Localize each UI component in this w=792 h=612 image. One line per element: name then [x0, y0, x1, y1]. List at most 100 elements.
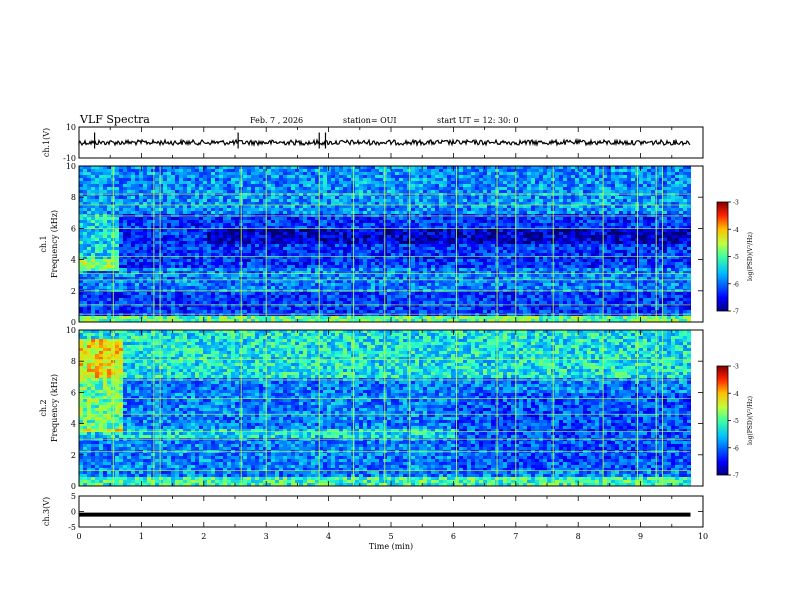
ch1-spectrogram-cell: [515, 259, 519, 262]
ch1-spectrogram-cell: [331, 208, 335, 211]
ch1-spectrogram-cell: [155, 187, 159, 190]
ch1-spectrogram-cell: [523, 199, 527, 202]
ch1-spectrogram-cell: [563, 250, 567, 253]
ch1-spectrogram-cell: [531, 202, 535, 205]
ch1-spectrogram-cell: [91, 190, 95, 193]
ch1-spectrogram-cell: [267, 232, 271, 235]
ch1-spectrogram-cell: [179, 187, 183, 190]
ch1-spectrogram-cell: [139, 223, 143, 226]
ch1-spectrogram-cell: [87, 256, 91, 259]
ch1-spectrogram-cell: [283, 226, 287, 229]
ch1-spectrogram-cell: [679, 211, 683, 214]
ch1-spectrogram-cell: [467, 211, 471, 214]
ch1-spectrogram-cell: [415, 196, 419, 199]
ch1-spectrogram-cell: [179, 181, 183, 184]
ch1-spectrogram-cell: [79, 205, 83, 208]
ch1-spectrogram-cell: [379, 253, 383, 256]
ch1-spectrogram-cell: [595, 217, 599, 220]
ch1-spectrogram-cell: [607, 199, 611, 202]
ch1-spectrogram-cell: [199, 235, 203, 238]
ch1-spectrogram-cell: [123, 211, 127, 214]
ch1-spectrogram-cell: [471, 178, 475, 181]
ch1-spectrogram-cell: [199, 253, 203, 256]
ch1-spectrogram-cell: [155, 166, 159, 169]
ch1-spectrogram-cell: [147, 220, 151, 223]
ch1-spectrogram-cell: [587, 247, 591, 250]
ch1-spectrogram-cell: [215, 241, 219, 244]
ch1-spectrogram-cell: [631, 199, 635, 202]
ch1-spectrogram-cell: [611, 187, 615, 190]
ch1-spectrogram-cell: [563, 244, 567, 247]
ch1-spectrogram-cell: [531, 259, 535, 262]
ch1-spectrogram-cell: [491, 223, 495, 226]
ch1-spectrogram-cell: [91, 208, 95, 211]
ch1-spectrogram-cell: [647, 253, 651, 256]
ch1-spectrogram-cell: [139, 196, 143, 199]
ch1-spectrogram-cell: [131, 181, 135, 184]
ch1-spectrogram-cell: [479, 250, 483, 253]
ch1-spectrogram-cell: [599, 211, 603, 214]
ch1-spectrogram-cell: [91, 196, 95, 199]
ch1-spectrogram-cell: [187, 220, 191, 223]
ch1-spectrogram-cell: [323, 169, 327, 172]
ch1-spectrogram-cell: [187, 241, 191, 244]
ch1-spectrogram-cell: [287, 220, 291, 223]
ch1-spectrogram-cell: [595, 175, 599, 178]
ch1-spectrogram-cell: [663, 214, 667, 217]
ch1-spectrogram-cell: [683, 193, 687, 196]
ch1-spectrogram-cell: [511, 202, 515, 205]
ch1-spectrogram-cell: [107, 235, 111, 238]
ch1-spectrogram-cell: [535, 217, 539, 220]
ch1-spectrogram-cell: [539, 259, 543, 262]
ch1-spectrogram-cell: [235, 217, 239, 220]
ch1-spectrogram-cell: [539, 169, 543, 172]
ch1-spectrogram-cell: [567, 187, 571, 190]
ch1-spectrogram-cell: [491, 202, 495, 205]
ch1-spectrogram-cell: [591, 166, 595, 169]
ch1-spectrogram-cell: [563, 259, 567, 262]
ch1-spectrogram-cell: [119, 193, 123, 196]
ch1-spectrogram-cell: [619, 256, 623, 259]
ch1-spectrogram-cell: [323, 223, 327, 226]
ch1-spectrogram-cell: [519, 250, 523, 253]
ch1-spectrogram-cell: [619, 229, 623, 232]
ch1-spectrogram-cell: [407, 217, 411, 220]
ch1-spectrogram-cell: [95, 262, 99, 265]
ch1-spectrogram-cell: [527, 199, 531, 202]
ch1-spectrogram-cell: [99, 220, 103, 223]
ch1-spectrogram-cell: [275, 166, 279, 169]
ch1-spectrogram-cell: [219, 244, 223, 247]
ch1-spectrogram-cell: [223, 166, 227, 169]
ch1-spectrogram-cell: [195, 241, 199, 244]
ch1-spectrogram-cell: [271, 226, 275, 229]
ch1-spectrogram-cell: [323, 241, 327, 244]
ch1-spectrogram-cell: [215, 187, 219, 190]
ch1-spectrogram-cell: [79, 175, 83, 178]
ch1-spectrogram-cell: [127, 166, 131, 169]
ch1-spectrogram-cell: [651, 196, 655, 199]
ch1-spectrogram-cell: [347, 235, 351, 238]
ch1-spectrogram-cell: [547, 166, 551, 169]
ch1-spectrogram-cell: [351, 250, 355, 253]
ch1-spectrogram-cell: [143, 208, 147, 211]
ch1-spectrogram-cell: [183, 199, 187, 202]
ch1-spectrogram-cell: [575, 256, 579, 259]
ch1-spectrogram-cell: [127, 253, 131, 256]
ch1-spectrogram-cell: [535, 259, 539, 262]
ch1-spectrogram-cell: [399, 253, 403, 256]
ch1-spectrogram-cell: [435, 244, 439, 247]
ch1-spectrogram-cell: [347, 253, 351, 256]
ch1-spectrogram-cell: [403, 172, 407, 175]
ch1-spectrogram-cell: [231, 202, 235, 205]
ch1-spectrogram-cell: [255, 184, 259, 187]
ch1-spectrogram-cell: [219, 175, 223, 178]
ch1-spectrogram-cell: [247, 169, 251, 172]
ch1-spectrogram-cell: [219, 199, 223, 202]
ch1-spectrogram-cell: [339, 166, 343, 169]
ch1-spectrogram-cell: [271, 244, 275, 247]
ch1-spectrogram-cell: [507, 256, 511, 259]
ch1-spectrogram-cell: [519, 259, 523, 262]
ch1-spectrogram-cell: [451, 181, 455, 184]
ch1-spectrogram-cell: [515, 193, 519, 196]
ch1-spectrogram-cell: [483, 259, 487, 262]
